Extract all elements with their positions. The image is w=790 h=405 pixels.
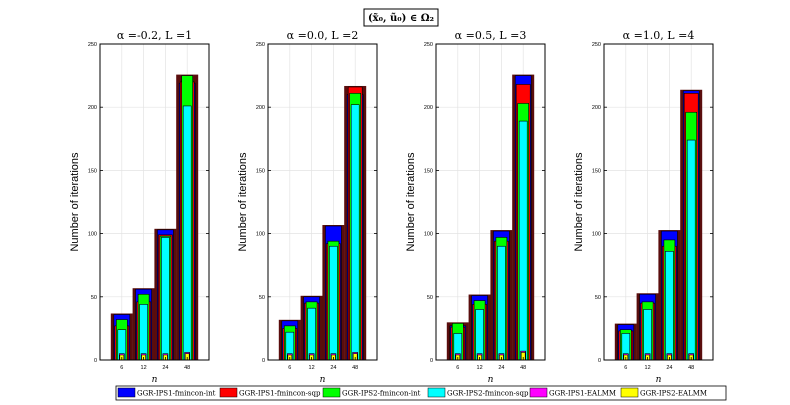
y-tick-label: 0 — [94, 358, 97, 364]
y-tick-label: 150 — [424, 168, 433, 174]
legend-item: GGR-IPS2-EALMM — [620, 387, 707, 398]
x-tick-label: 12 — [141, 365, 147, 371]
chart-title: α =-0.2, L =1 — [117, 29, 192, 42]
legend-swatch — [427, 387, 446, 398]
bar-GGR-IPS2-fmincon-sqp-12 — [139, 304, 148, 361]
y-tick-label: 50 — [259, 295, 265, 301]
chart-title: α =0.0, L =2 — [287, 29, 359, 42]
bar-GGR-IPS2-fmincon-sqp-48 — [686, 139, 696, 361]
legend-item: GGR-IPS1-EALMM — [529, 387, 616, 398]
x-axis-label: n — [488, 375, 494, 385]
y-tick-label: 200 — [592, 105, 601, 111]
x-axis-label: n — [152, 375, 158, 385]
x-tick-label: 48 — [520, 365, 526, 371]
x-tick-label: 48 — [184, 365, 190, 371]
x-axis-label: n — [656, 375, 662, 385]
bars — [110, 74, 199, 361]
bars — [446, 74, 535, 361]
y-tick-label: 50 — [427, 295, 433, 301]
legend-label: GGR-IPS2-fmincon-int — [342, 390, 421, 398]
y-tick-label: 100 — [424, 232, 433, 238]
y-tick-label: 200 — [424, 105, 433, 111]
x-tick-label: 24 — [330, 365, 336, 371]
y-axis-label: Number of iterations — [573, 152, 585, 252]
y-tick-label: 100 — [592, 232, 601, 238]
y-tick-label: 250 — [88, 42, 97, 48]
y-axis-label: Number of iterations — [237, 152, 249, 252]
legend-label: GGR-IPS2-fmincon-sqp — [447, 390, 529, 398]
x-tick-label: 48 — [352, 365, 358, 371]
chart-panel-1: 0 50 100 150 200 250 6 12 24 48 α =-0.2, L =1 n Numb… — [69, 29, 210, 385]
x-tick-label: 24 — [666, 365, 672, 371]
legend-item: GGR-IPS2-fmincon-sqp — [427, 387, 529, 398]
y-tick-label: 250 — [592, 42, 601, 48]
axes-box — [267, 43, 378, 361]
legend-label: GGR-IPS1-EALMM — [549, 390, 616, 398]
x-tick-label: 12 — [477, 365, 483, 371]
bar-GGR-IPS2-fmincon-sqp-24 — [329, 245, 338, 361]
y-tick-label: 200 — [256, 105, 265, 111]
axes-box — [603, 43, 714, 361]
x-tick-label: 12 — [309, 365, 315, 371]
y-axis-label: Number of iterations — [405, 152, 417, 252]
chart-title: α =1.0, L =4 — [623, 29, 695, 42]
x-tick-label: 48 — [688, 365, 694, 371]
bar-GGR-IPS2-fmincon-sqp-24 — [497, 245, 506, 361]
legend-box — [115, 385, 727, 401]
x-tick-label: 6 — [624, 365, 627, 371]
x-tick-label: 6 — [456, 365, 459, 371]
figure-suptitle: (x̃₀, ũ₀) ∈ Ω₂ — [363, 8, 439, 27]
x-tick-label: 12 — [645, 365, 651, 371]
suptitle-text: (x̃₀, ũ₀) ∈ Ω₂ — [368, 13, 434, 24]
x-tick-label: 6 — [120, 365, 123, 371]
legend: GGR-IPS1-fmincon-int GGR-IPS1-fmincon-sqp… — [115, 385, 727, 401]
x-axis-label: n — [320, 375, 326, 385]
bar-GGR-IPS2-fmincon-sqp-48 — [350, 104, 360, 361]
y-tick-label: 200 — [88, 105, 97, 111]
bar-GGR-IPS2-fmincon-sqp-12 — [643, 309, 652, 361]
bars — [278, 85, 367, 361]
x-tick-label: 24 — [162, 365, 168, 371]
y-tick-label: 50 — [91, 295, 97, 301]
bar-GGR-IPS2-fmincon-sqp-24 — [665, 250, 674, 361]
chart-title: α =0.5, L =3 — [455, 29, 527, 42]
y-tick-label: 150 — [88, 168, 97, 174]
y-tick-label: 250 — [424, 42, 433, 48]
legend-swatch — [219, 387, 238, 398]
bar-GGR-IPS2-fmincon-sqp-24 — [161, 237, 170, 361]
y-tick-label: 50 — [595, 295, 601, 301]
legend-label: GGR-IPS2-EALMM — [640, 390, 707, 398]
bar-GGR-IPS2-fmincon-sqp-12 — [307, 307, 316, 361]
legend-swatch — [322, 387, 341, 398]
axes-box — [99, 43, 210, 361]
chart-panel-4: 0 50 100 150 200 250 6 12 24 48 α =1.0, L =4 n Numbe… — [573, 29, 714, 385]
y-tick-label: 0 — [598, 358, 601, 364]
chart-panel-2: 0 50 100 150 200 250 6 12 24 48 α =0.0, L =2 n Numbe… — [237, 29, 378, 385]
x-tick-label: 24 — [498, 365, 504, 371]
y-tick-label: 100 — [256, 232, 265, 238]
bar-GGR-IPS2-fmincon-sqp-48 — [518, 120, 528, 361]
legend-swatch — [620, 387, 639, 398]
legend-item: GGR-IPS2-fmincon-int — [322, 387, 421, 398]
y-tick-label: 0 — [430, 358, 433, 364]
bars — [614, 89, 703, 361]
x-tick-label: 6 — [288, 365, 291, 371]
bar-GGR-IPS2-fmincon-sqp-12 — [475, 309, 484, 361]
y-tick-label: 150 — [256, 168, 265, 174]
y-tick-label: 0 — [262, 358, 265, 364]
legend-swatch — [117, 387, 136, 398]
y-tick-label: 100 — [88, 232, 97, 238]
legend-label: GGR-IPS1-fmincon-int — [137, 390, 216, 398]
y-axis-label: Number of iterations — [69, 152, 81, 252]
legend-label: GGR-IPS1-fmincon-sqp — [239, 390, 321, 398]
legend-item: GGR-IPS1-fmincon-sqp — [219, 387, 321, 398]
bar-GGR-IPS2-fmincon-sqp-48 — [182, 105, 192, 361]
chart-panel-3: 0 50 100 150 200 250 6 12 24 48 α =0.5, L =3 n Numbe… — [405, 29, 546, 385]
axes-box — [435, 43, 546, 361]
y-tick-label: 250 — [256, 42, 265, 48]
y-tick-label: 150 — [592, 168, 601, 174]
legend-item: GGR-IPS1-fmincon-int — [117, 387, 216, 398]
legend-swatch — [529, 387, 548, 398]
